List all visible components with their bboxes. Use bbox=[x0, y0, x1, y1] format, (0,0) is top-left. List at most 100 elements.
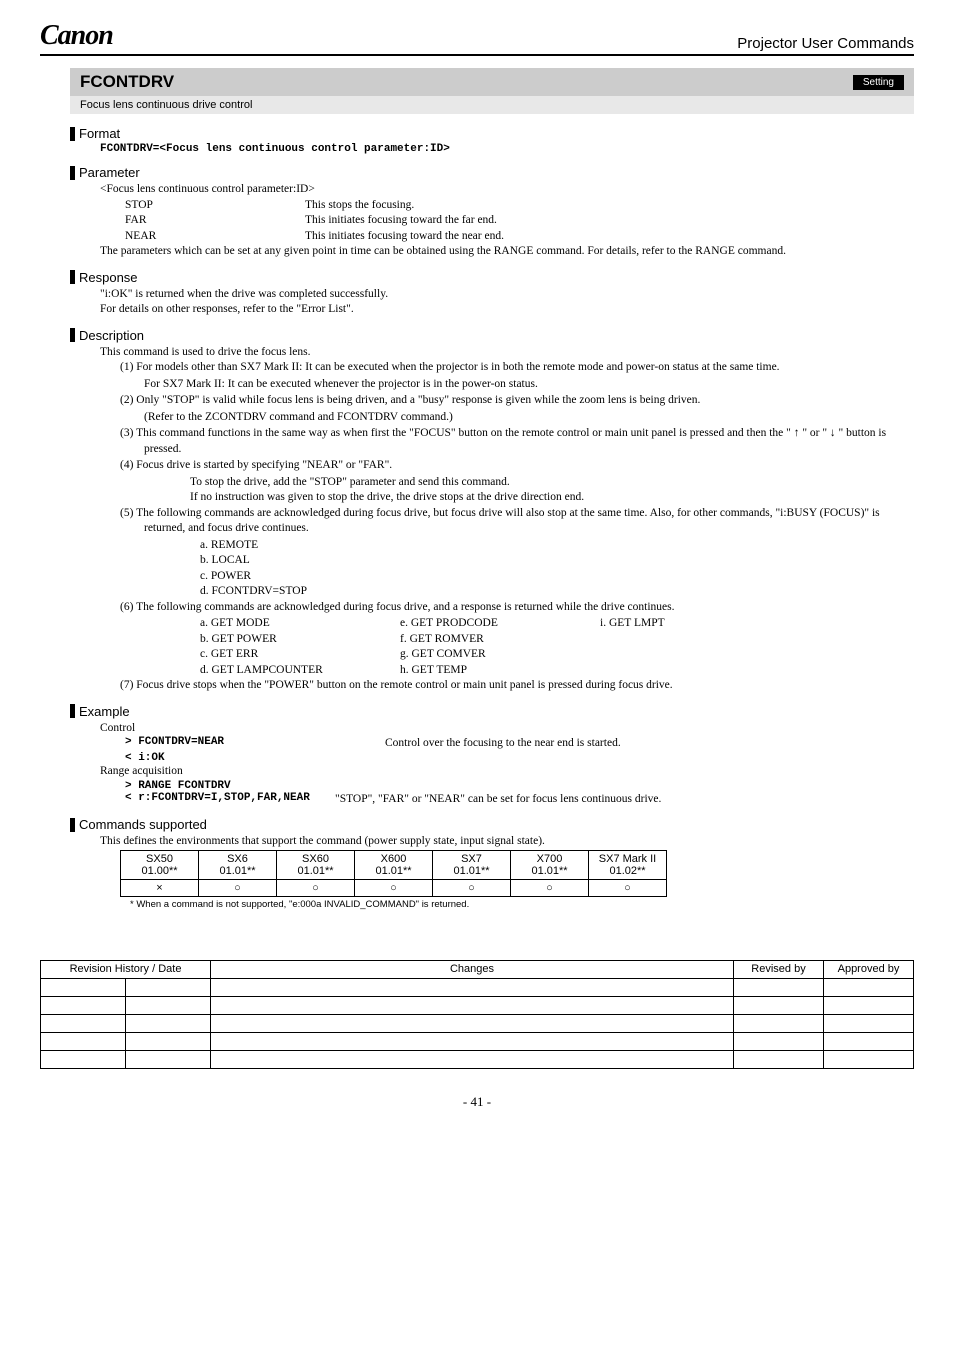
description-intro: This command is used to drive the focus … bbox=[100, 345, 914, 361]
example-cmd: > RANGE FCONTDRV bbox=[125, 780, 914, 792]
page-header: Canon Projector User Commands bbox=[40, 20, 914, 56]
model: SX50 bbox=[146, 853, 173, 865]
cell: ○ bbox=[433, 879, 511, 896]
cell: ○ bbox=[511, 879, 589, 896]
desc-item: (5) The following commands are acknowled… bbox=[120, 506, 914, 537]
desc-subitem: i. GET LMPT bbox=[600, 616, 800, 632]
section-supported: Commands supported This defines the envi… bbox=[70, 817, 914, 910]
support-footnote: * When a command is not supported, "e:00… bbox=[130, 899, 914, 910]
param-row: NEARThis initiates focusing toward the n… bbox=[125, 229, 914, 245]
doc-title: Projector User Commands bbox=[737, 35, 914, 52]
parameter-note: The parameters which can be set at any g… bbox=[100, 244, 914, 260]
param-name: FAR bbox=[125, 213, 305, 229]
format-code: FCONTDRV=<Focus lens continuous control … bbox=[100, 143, 914, 155]
table-row bbox=[41, 1050, 914, 1068]
section-response: Response "i:OK" is returned when the dri… bbox=[70, 270, 914, 318]
response-line: "i:OK" is returned when the drive was co… bbox=[100, 287, 914, 303]
example-cmd: > FCONTDRV=NEAR bbox=[125, 736, 385, 752]
response-heading: Response bbox=[79, 270, 138, 285]
example-range-label: Range acquisition bbox=[100, 764, 914, 780]
example-heading: Example bbox=[79, 704, 130, 719]
table-row bbox=[41, 996, 914, 1014]
rev-header: Changes bbox=[211, 960, 734, 978]
setting-badge: Setting bbox=[853, 75, 904, 90]
desc-subitem: If no instruction was given to stop the … bbox=[190, 490, 914, 506]
description-list: (1) For models other than SX7 Mark II: I… bbox=[120, 360, 914, 474]
revision-table: Revision History / Date Changes Revised … bbox=[40, 960, 914, 1069]
cell: ○ bbox=[355, 879, 433, 896]
bullet-icon bbox=[70, 127, 75, 141]
param-desc: This initiates focusing toward the far e… bbox=[305, 213, 497, 229]
desc-subitem: f. GET ROMVER bbox=[400, 632, 600, 648]
table-row: SX5001.00** SX601.01** SX6001.01** X6000… bbox=[121, 850, 667, 879]
desc-subitem: a. REMOTE bbox=[200, 538, 914, 554]
parameter-intro: <Focus lens continuous control parameter… bbox=[100, 182, 914, 198]
command-subtitle: Focus lens continuous drive control bbox=[70, 96, 914, 114]
desc-subitem: d. GET LAMPCOUNTER bbox=[200, 663, 400, 679]
bullet-icon bbox=[70, 166, 75, 180]
example-desc: Control over the focusing to the near en… bbox=[385, 736, 621, 752]
section-description: Description This command is used to driv… bbox=[70, 328, 914, 694]
example-resp: < i:OK bbox=[125, 752, 914, 764]
desc-item: (4) Focus drive is started by specifying… bbox=[120, 458, 914, 474]
version: 01.02** bbox=[609, 865, 645, 877]
bullet-icon bbox=[70, 704, 75, 718]
version: 01.01** bbox=[531, 865, 567, 877]
desc-subitem: h. GET TEMP bbox=[400, 663, 600, 679]
version: 01.01** bbox=[453, 865, 489, 877]
version: 01.01** bbox=[297, 865, 333, 877]
brand-logo: Canon bbox=[40, 20, 113, 52]
version: 01.01** bbox=[219, 865, 255, 877]
rev-header: Approved by bbox=[824, 960, 914, 978]
model: SX7 Mark II bbox=[599, 853, 656, 865]
desc-columns: a. GET MODE b. GET POWER c. GET ERR d. G… bbox=[200, 616, 914, 678]
desc-item: (Refer to the ZCONTDRV command and FCONT… bbox=[120, 410, 914, 426]
format-heading: Format bbox=[79, 126, 120, 141]
bullet-icon bbox=[70, 328, 75, 342]
desc-sublist: a. REMOTE b. LOCAL c. POWER d. FCONTDRV=… bbox=[200, 538, 914, 600]
table-row bbox=[41, 1032, 914, 1050]
command-name: FCONTDRV bbox=[80, 72, 174, 92]
bullet-icon bbox=[70, 270, 75, 284]
desc-item: (1) For models other than SX7 Mark II: I… bbox=[120, 360, 914, 376]
cell: ○ bbox=[589, 879, 667, 896]
desc-item: (7) Focus drive stops when the "POWER" b… bbox=[120, 678, 914, 694]
desc-subitem: c. POWER bbox=[200, 569, 914, 585]
desc-item: (6) The following commands are acknowled… bbox=[120, 600, 914, 616]
cell: ○ bbox=[199, 879, 277, 896]
description-heading: Description bbox=[79, 328, 144, 343]
desc-subitem: b. GET POWER bbox=[200, 632, 400, 648]
table-row: × ○ ○ ○ ○ ○ ○ bbox=[121, 879, 667, 896]
table-row bbox=[41, 1014, 914, 1032]
supported-heading: Commands supported bbox=[79, 817, 207, 832]
example-desc: "STOP", "FAR" or "NEAR" can be set for f… bbox=[335, 792, 661, 808]
cell: × bbox=[121, 879, 199, 896]
cell: ○ bbox=[277, 879, 355, 896]
table-row bbox=[41, 978, 914, 996]
param-desc: This stops the focusing. bbox=[305, 198, 414, 214]
desc-subitem: b. LOCAL bbox=[200, 553, 914, 569]
param-name: NEAR bbox=[125, 229, 305, 245]
param-desc: This initiates focusing toward the near … bbox=[305, 229, 504, 245]
desc-subitem: g. GET COMVER bbox=[400, 647, 600, 663]
desc-item: (2) Only "STOP" is valid while focus len… bbox=[120, 393, 914, 409]
desc-sublist: To stop the drive, add the "STOP" parame… bbox=[190, 475, 914, 506]
bullet-icon bbox=[70, 818, 75, 832]
model: SX7 bbox=[461, 853, 482, 865]
param-row: STOPThis stops the focusing. bbox=[125, 198, 914, 214]
rev-header: Revision History / Date bbox=[41, 960, 211, 978]
desc-item: For SX7 Mark II: It can be executed when… bbox=[120, 377, 914, 393]
parameter-heading: Parameter bbox=[79, 165, 140, 180]
section-parameter: Parameter <Focus lens continuous control… bbox=[70, 165, 914, 260]
desc-subitem: c. GET ERR bbox=[200, 647, 400, 663]
command-title-bar: FCONTDRV Setting bbox=[70, 68, 914, 96]
desc-subitem: To stop the drive, add the "STOP" parame… bbox=[190, 475, 914, 491]
rev-header: Revised by bbox=[734, 960, 824, 978]
section-example: Example Control > FCONTDRV=NEAR Control … bbox=[70, 704, 914, 807]
example-control-label: Control bbox=[100, 721, 914, 737]
page-number: - 41 - bbox=[40, 1094, 914, 1110]
param-name: STOP bbox=[125, 198, 305, 214]
version: 01.01** bbox=[375, 865, 411, 877]
model: SX6 bbox=[227, 853, 248, 865]
desc-item: (3) This command functions in the same w… bbox=[120, 426, 914, 457]
